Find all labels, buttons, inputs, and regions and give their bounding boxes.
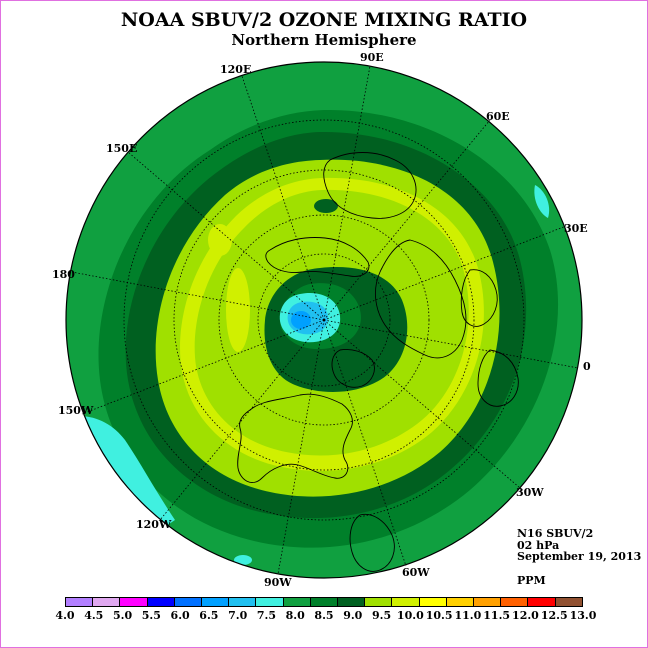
colorbar-tick-label: 12.0 [512,609,539,622]
meridian-90w [277,319,325,575]
lat-circle-15 [123,119,525,521]
coastline-eurasia [374,239,467,359]
lon-label-90w: 90W [264,576,292,589]
coastline-siberia [265,237,370,277]
colorbar-cell-5 [202,598,230,606]
lon-label-150w: 150W [58,404,94,417]
contour-9-0-blob [314,199,338,213]
colorbar-tick-label: 7.0 [228,609,248,622]
colorbar-cell-15 [474,598,502,606]
map-subtitle: Northern Hemisphere [231,31,417,49]
meridian-180 [71,271,325,321]
meridian-150w [81,319,325,415]
info-date: September 19, 2013 [517,550,642,563]
colorbar-cell-16 [501,598,529,606]
contour-10-0-pocket-2 [208,224,232,256]
colorbar-cell-6 [229,598,257,606]
coastline-south-america [349,513,395,572]
colorbar-cell-2 [120,598,148,606]
colorbar-tick-label: 4.5 [84,609,104,622]
contour-6-5-polar [291,311,311,329]
colorbar-tick-label: 11.5 [483,609,511,622]
lat-circle-30 [173,169,475,471]
meridian-120e [241,75,325,321]
colorbar-cell-1 [93,598,121,606]
lon-label-180: 180 [52,268,75,281]
contour-7-5-south [234,555,252,565]
lon-label-30e: 30E [564,222,588,235]
colorbar-cell-12 [392,598,420,606]
colorbar-tick-label: 8.0 [285,609,305,622]
coastline-europe [460,269,498,327]
lon-label-150e: 150E [106,142,138,155]
colorbar-tick-label: 10.0 [396,609,424,622]
colorbar-tick-label: 6.0 [170,609,190,622]
meridian-60e [323,119,491,321]
contour-10-0-pocket [226,268,250,352]
lon-label-0: 0 [583,360,591,373]
colorbar-cell-3 [147,598,175,606]
lon-label-120e: 120E [220,63,252,76]
meridian-30e [323,225,567,321]
colorbar-cell-0 [66,598,94,606]
colorbar-cell-13 [419,598,447,606]
coastline-greenland [331,349,375,388]
colorbar [65,597,583,607]
colorbar-tick-label: 12.5 [540,609,568,622]
coastline-africa [477,349,519,407]
colorbar-tick-label: 13.0 [569,609,597,622]
colorbar-cell-17 [528,598,556,606]
map-title: NOAA SBUV/2 OZONE MIXING RATIO [120,9,528,31]
colorbar-tick-label: 9.0 [343,609,363,622]
coastline-north-america [237,393,353,483]
colorbar-cell-9 [310,598,339,606]
colorbar-tick-label: 11.0 [454,609,482,622]
info-pressure: 02 hPa [517,539,560,552]
info-units: PPM [517,574,546,587]
colorbar-cell-18 [555,598,582,606]
meridian-0 [323,319,579,369]
lon-label-60w: 60W [402,566,430,579]
colorbar-tick-label: 5.0 [112,609,133,622]
meridian-150e [127,151,325,321]
contour-7-5-east [534,185,550,218]
meridian-90e [323,65,371,321]
meridian-120w [159,319,325,521]
map-boundary [65,61,583,579]
colorbar-cell-8 [283,598,311,606]
colorbar-tick-label: 7.5 [256,609,277,622]
colorbar-cell-7 [256,598,284,606]
lat-circle-60 [257,253,391,387]
colorbar-tick-label: 6.5 [199,609,219,622]
lon-label-60e: 60E [486,110,510,123]
colorbar-tick-label: 8.5 [314,609,334,622]
colorbar-tick-label: 10.5 [425,609,453,622]
lon-label-30w: 30W [516,486,544,499]
colorbar-cell-4 [174,598,203,606]
lat-circle-45 [218,214,430,426]
colorbar-cell-11 [365,598,393,606]
lon-label-90e: 90E [360,51,384,64]
colorbar-tick-label: 5.5 [141,609,161,622]
coastline-asia-east [323,152,417,219]
colorbar-tick-label: 4.0 [55,609,75,622]
meridian-30w [323,319,521,489]
meridian-60w [323,319,407,567]
colorbar-cell-10 [338,598,366,606]
colorbar-cell-14 [446,598,475,606]
info-instrument: N16 SBUV/2 [517,527,594,540]
colorbar-tick-label: 9.5 [371,609,392,622]
lon-label-120w: 120W [136,518,172,531]
